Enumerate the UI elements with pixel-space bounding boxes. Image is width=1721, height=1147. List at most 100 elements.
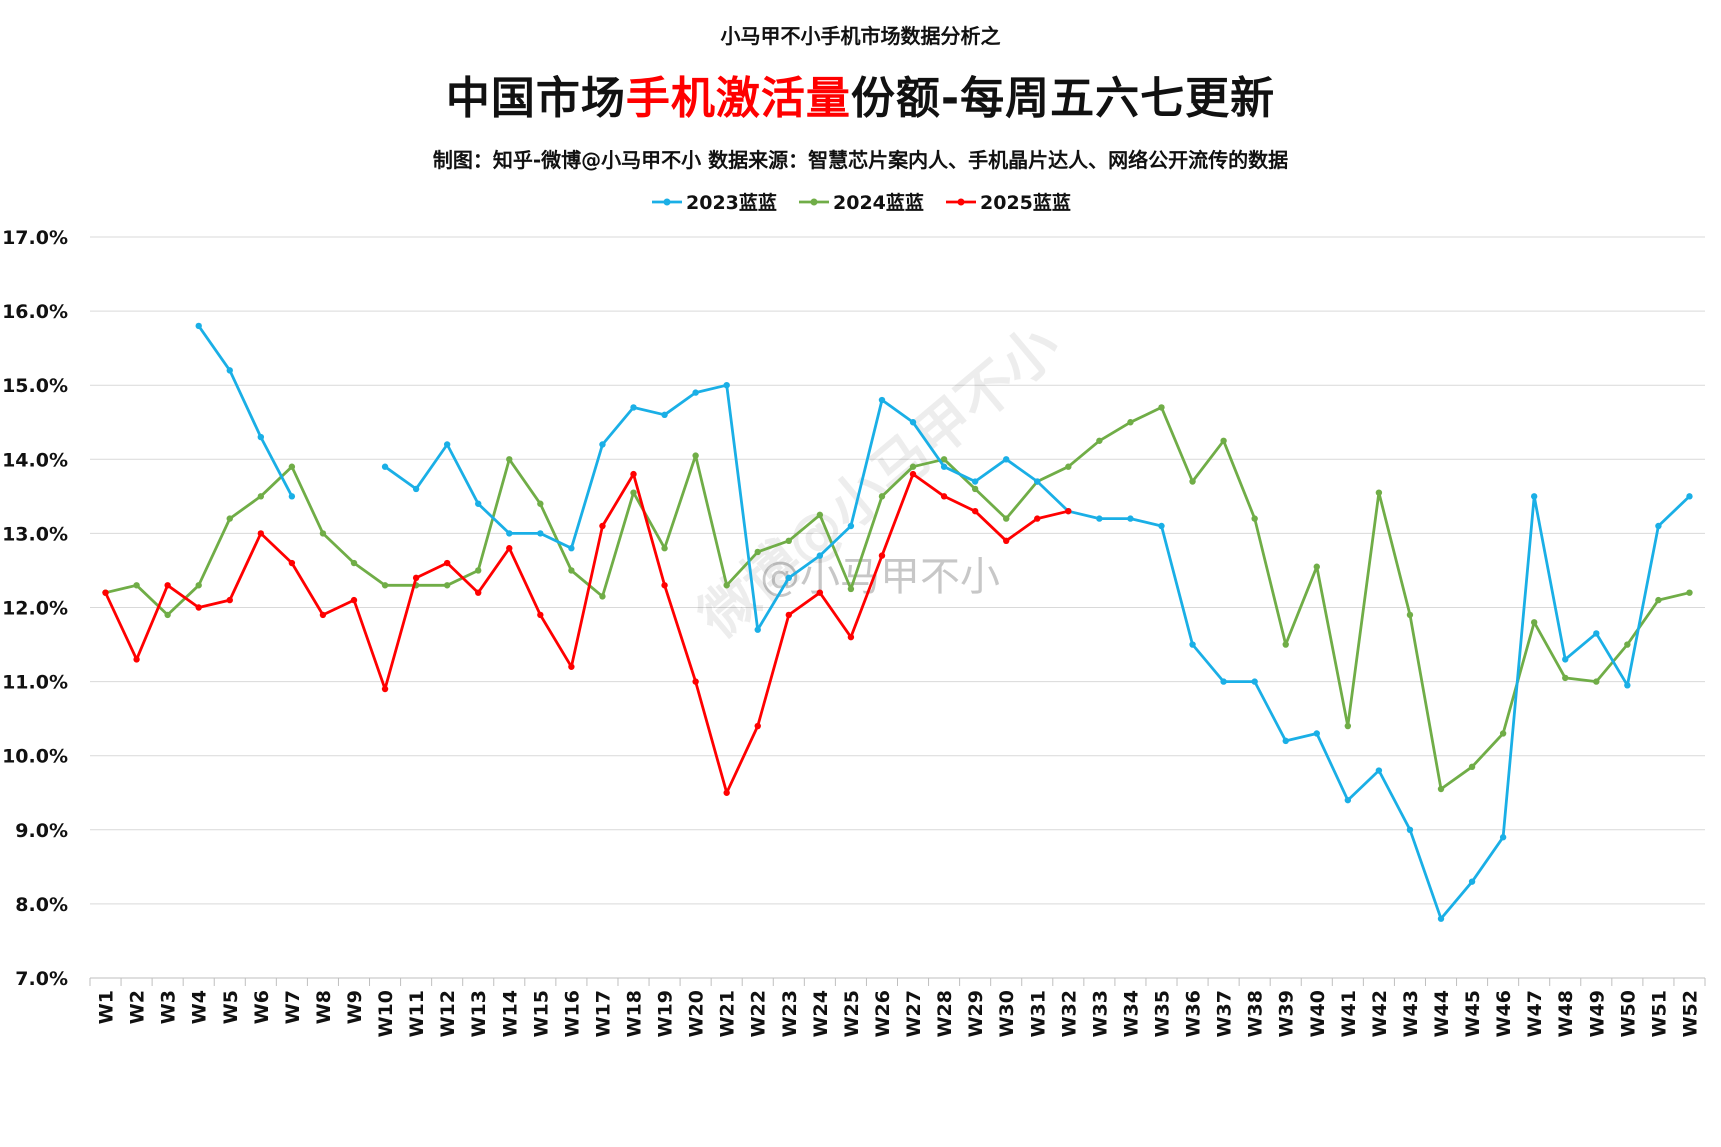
data-point [412, 574, 420, 582]
data-point [568, 567, 575, 574]
x-tick-label: W52 [1679, 990, 1701, 1037]
legend-label: 2024蓝蓝 [833, 191, 924, 214]
data-point [847, 633, 855, 641]
data-point [1034, 515, 1041, 522]
data-point [133, 656, 140, 663]
data-point [1065, 507, 1072, 515]
data-point [257, 433, 265, 441]
data-point [381, 463, 389, 470]
series-line [197, 325, 294, 497]
data-point [319, 530, 327, 537]
x-tick-label: W13 [468, 990, 490, 1037]
data-point [226, 515, 233, 522]
data-point [1655, 596, 1662, 604]
x-tick-label: W35 [1151, 990, 1173, 1037]
data-point [475, 567, 482, 574]
data-point [878, 396, 886, 404]
data-point [319, 611, 327, 619]
legend: 2023蓝蓝 2024蓝蓝 2025蓝蓝 [652, 191, 1071, 214]
data-point [506, 545, 513, 552]
data-point [1251, 515, 1258, 522]
y-tick-label: 11.0% [2, 672, 68, 694]
x-tick-label: W48 [1555, 990, 1577, 1037]
data-point [1003, 515, 1010, 522]
data-point [133, 582, 140, 589]
x-tick-label: W36 [1183, 990, 1205, 1037]
data-point [1499, 834, 1507, 841]
data-point [226, 596, 233, 604]
x-tick-label: W32 [1058, 990, 1080, 1037]
legend-label: 2025蓝蓝 [980, 191, 1071, 214]
x-tick-label: W15 [530, 990, 552, 1037]
data-point [1034, 478, 1041, 485]
x-tick-label: W14 [499, 990, 521, 1037]
x-tick-label: W6 [251, 990, 273, 1024]
data-point [1220, 678, 1227, 685]
data-point [1096, 437, 1103, 444]
data-point [630, 489, 637, 496]
data-point [816, 511, 824, 519]
data-point [909, 470, 917, 478]
data-point [1468, 878, 1476, 885]
data-point [1158, 404, 1165, 411]
data-point [195, 582, 202, 589]
y-tick-label: 12.0% [2, 598, 68, 620]
legend-marker [957, 198, 965, 206]
data-point [257, 493, 265, 500]
data-point [537, 530, 544, 537]
data-point [1624, 641, 1631, 648]
watermark: 微博@小马甲不小 @小马甲不小 [686, 313, 1072, 651]
y-tick-label: 13.0% [2, 523, 68, 545]
x-axis: W1 W2 W3 W4 W5 W6 W7 W8 W9 W10 W11 W12 W13 W14 W15 W16 W… [89, 977, 1706, 1037]
legend-marker [663, 198, 671, 206]
y-tick-label: 8.0% [15, 894, 68, 916]
series-line [105, 405, 1690, 791]
data-point [754, 626, 761, 633]
data-point [195, 322, 202, 330]
x-tick-label: W41 [1338, 990, 1360, 1037]
data-point [443, 559, 451, 567]
data-point [1530, 619, 1538, 626]
chart-title: 中国市场手机激活量份额-每周五六七更新 [0, 62, 1721, 126]
data-point [785, 574, 792, 582]
data-point [226, 367, 233, 374]
x-tick-label: W39 [1276, 990, 1298, 1037]
data-point [723, 789, 730, 796]
data-point [1624, 682, 1631, 689]
x-tick-label: W51 [1648, 990, 1670, 1037]
y-tick-label: 9.0% [15, 820, 68, 842]
data-point [537, 611, 544, 619]
y-tick-label: 15.0% [2, 375, 68, 397]
data-point [568, 545, 575, 552]
x-tick-label: W43 [1400, 990, 1422, 1037]
data-point [412, 485, 420, 493]
data-point [506, 456, 513, 463]
x-tick-label: W17 [592, 990, 614, 1037]
legend-item: 2023蓝蓝 [652, 191, 777, 214]
data-point [1655, 522, 1662, 530]
data-point [909, 419, 917, 426]
data-point [816, 589, 824, 596]
x-tick-label: W12 [437, 990, 459, 1037]
data-point [257, 530, 265, 537]
x-tick-label: W29 [965, 990, 987, 1037]
x-tick-label: W9 [344, 990, 366, 1024]
x-tick-label: W24 [810, 990, 832, 1037]
data-point [1686, 589, 1693, 596]
data-point [785, 537, 792, 545]
data-point [1313, 563, 1320, 570]
data-point [692, 678, 699, 685]
title-part1: 中国市场 [445, 73, 626, 124]
x-tick-label: W27 [903, 990, 925, 1037]
x-tick-label: W30 [996, 990, 1018, 1037]
chart-credit: 制图：知乎-微博@小马甲不小 数据来源：智慧芯片案内人、手机晶片达人、网络公开流… [432, 148, 1289, 172]
data-point [909, 463, 917, 470]
data-point [1282, 641, 1289, 648]
data-point [940, 456, 948, 463]
data-point [723, 382, 730, 389]
series-lines [102, 322, 1693, 922]
data-point [350, 596, 358, 604]
title-part2: 份额-每周五六七更新 [850, 73, 1276, 124]
